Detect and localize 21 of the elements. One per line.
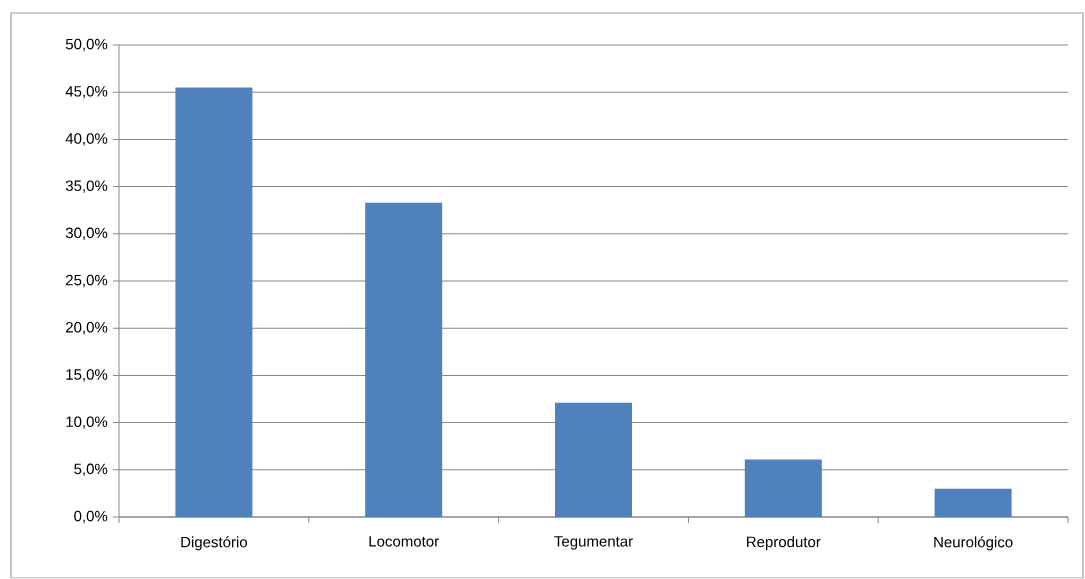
bar (934, 488, 1012, 518)
y-tick-label: 15,0% (66, 369, 108, 382)
bar (744, 459, 822, 518)
y-tick-label: 0,0% (74, 511, 108, 524)
y-tick-label: 45,0% (65, 86, 108, 99)
bar (555, 402, 633, 518)
y-tick-label: 35,0% (65, 180, 108, 193)
y-tick-label: 5,0% (74, 463, 108, 477)
bar (175, 87, 253, 518)
y-tick-label: 40,0% (65, 133, 108, 146)
y-tick-label: 50,0% (65, 39, 108, 52)
x-tick-label: Reprodutor (747, 536, 821, 551)
y-tick-label: 25,0% (66, 275, 108, 288)
x-tick-label: Digestório (181, 536, 248, 551)
y-tick-label: 10,0% (66, 416, 108, 429)
x-tick-label: Neurológico (934, 536, 1013, 551)
bar (365, 202, 443, 518)
y-tick-label: 30,0% (65, 227, 108, 241)
y-tick-label: 20,0% (66, 322, 108, 335)
x-tick-label: Locomotor (369, 536, 439, 547)
x-tick-label: Tegumentar (554, 536, 633, 550)
